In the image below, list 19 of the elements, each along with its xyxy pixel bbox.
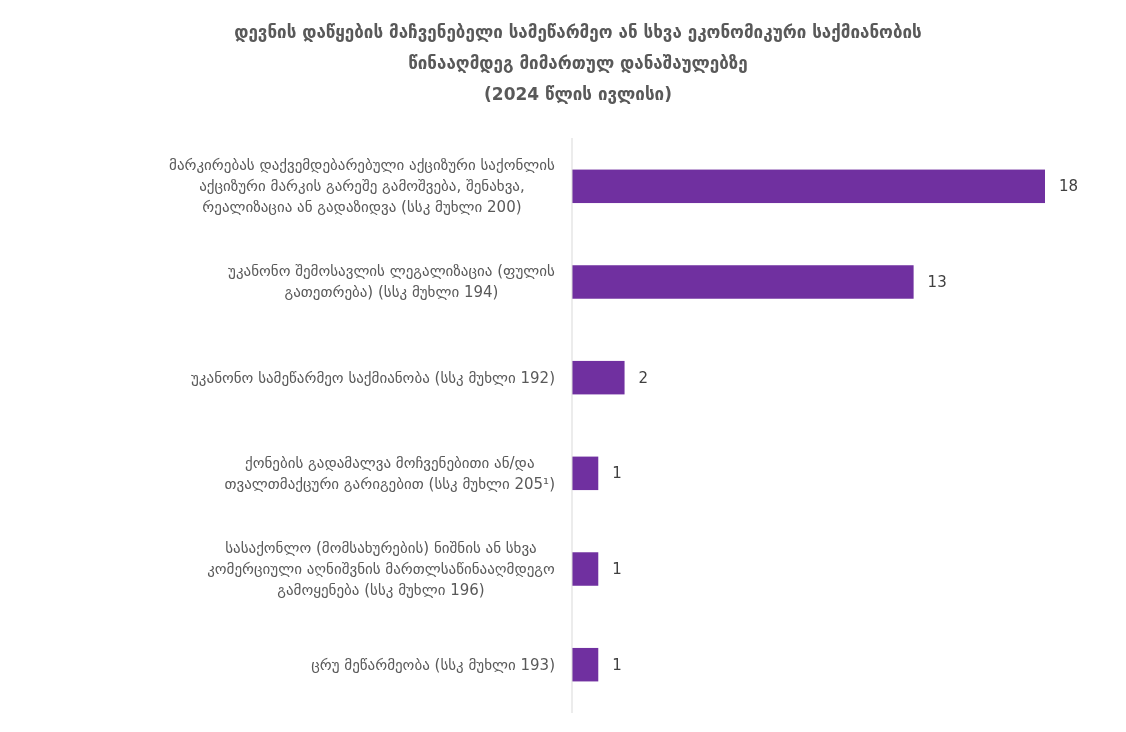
bar [572,265,914,299]
bar [572,456,599,491]
data-label: 18 [1059,177,1079,196]
data-label: 13 [927,272,947,291]
y-tick-label: სასაქონლო (მომსახურების) ნიშნის ან სხვა კომერციული აღნიშვნის მართლსაწინააღმდეგო გამოყენება (სსკ მუხლი 196) [207,539,555,600]
data-label: 1 [612,655,622,674]
y-tick-label: უკანონო სამეწარმეო საქმიანობა (სსკ მუხლი 192) [191,368,555,387]
y-tick-label: უკანონო შემოსავლის ლეგალიზაცია (ფულის გათეთრება) (სსკ მუხლი 194) [228,262,555,302]
data-label: 1 [612,560,622,579]
data-label: 2 [638,368,649,387]
data-label: 1 [612,464,622,483]
bar [572,169,1045,204]
bar [572,360,625,395]
bar [572,647,599,682]
chart-title: დევნის დაწყების მაჩვენებელი სამეწარმეო ან სხვა ეკონომიკური საქმიანობის წინააღმდეგ მიმართულ დანაშაულებზე (2024 წლის ივლისი) [234,22,922,104]
bar [572,552,599,586]
y-tick-label: მარკირებას დაქვემდებარებული აქციზური საქონლის აქციზური მარკის გარეშე გამოშვება, შენახვა, რეალიზაცია ან გადაზიდვა (სსკ მუხლი 200) [169,156,555,217]
y-tick-label: ცრუ მეწარმეობა (სსკ მუხლი 193) [311,655,555,674]
y-tick-label: ქონების გადამალვა მოჩვენებითი ან/და თვალთმაქცური გარიგებით (სსკ მუხლი 205¹) [224,453,555,493]
